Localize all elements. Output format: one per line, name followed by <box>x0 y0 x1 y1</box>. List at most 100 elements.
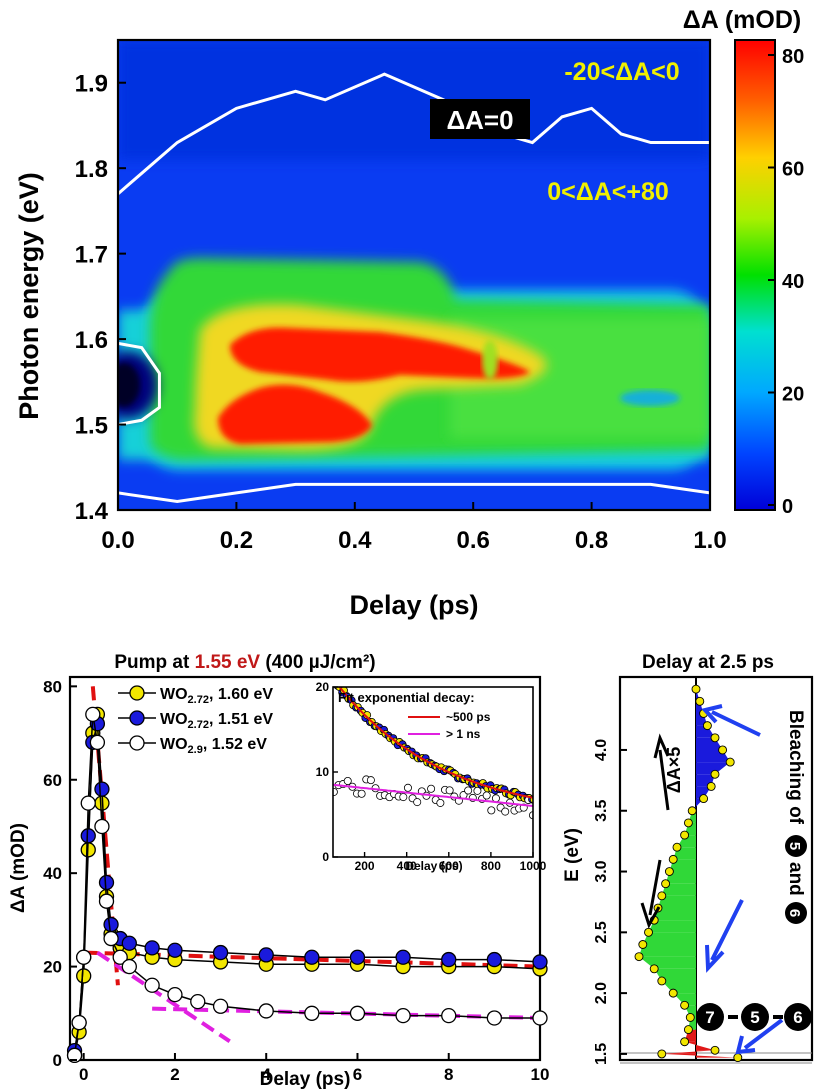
spectrum-point <box>634 952 644 962</box>
spectrum-point <box>702 721 712 731</box>
inset-legend-500ps: ~500 ps <box>446 710 491 724</box>
kinetics-x-tick-label: 2 <box>170 1065 179 1084</box>
inset-point-white <box>487 806 496 815</box>
spectrum-point <box>710 1045 720 1055</box>
seq-arrow <box>735 1018 784 1055</box>
kinetics-x-ticks: 0 2 4 6 8 10 <box>79 1053 550 1084</box>
kinetics-point-s2 <box>76 949 92 965</box>
spectrum-point <box>706 781 716 791</box>
kinetics-point-s2 <box>212 998 229 1014</box>
spectrum-fill-segment <box>673 993 696 1006</box>
zero-contour-left <box>118 341 161 427</box>
legend-suffix-0: , 1.60 eV <box>209 686 273 703</box>
kinetics-y-ticks: 0 20 40 60 80 <box>43 677 77 1070</box>
spectrum-point <box>657 976 667 986</box>
spectrum-point <box>680 1000 690 1010</box>
spectrum-fill-segment <box>684 1041 715 1051</box>
spectrum-y-tick-label: 3.5 <box>593 800 610 822</box>
kinetics-point-s2 <box>532 1010 548 1026</box>
kinetics-point-s1 <box>349 949 366 965</box>
kinetics-point-s1 <box>395 949 411 965</box>
inset-y-tick-label: 0 <box>322 850 329 864</box>
kinetics-x-label: Delay (ps) <box>260 1069 351 1089</box>
spectrum-point <box>733 1053 743 1063</box>
spectrum-fill-segment <box>696 786 712 799</box>
spectrum-y-ticks: 1.5 2.0 2.5 3.0 3.5 4.0 <box>593 739 627 1065</box>
spectrum-point <box>683 1025 693 1035</box>
heatmap-panel: 0.0 0.2 0.4 0.6 0.8 1.0 1.4 1.5 1.6 1.7 1.8 1.9 De… <box>14 6 804 620</box>
inset-point-white <box>413 798 422 807</box>
seq-circle-5 <box>741 1003 769 1031</box>
spectrum-data-points <box>634 684 743 1063</box>
heatmap-x-tick-label: 0.8 <box>575 527 608 554</box>
kinetics-point-s1 <box>121 935 137 951</box>
inset-fit-1ns <box>333 783 533 807</box>
inset-title: Fit exponential decay: <box>338 690 475 705</box>
spectrum-point <box>638 940 648 949</box>
spectrum-point <box>680 1037 690 1047</box>
spectrum-point <box>710 733 720 743</box>
spectrum-fill-segment <box>661 883 696 896</box>
zero-contour-lower <box>118 482 710 503</box>
annotation-zero: ΔA=0 <box>446 105 513 135</box>
kinetics-point-s2 <box>304 1005 320 1021</box>
spectrum-y-tick-label: 2.5 <box>593 921 610 943</box>
title-part-fluence: (400 µJ/cm²) <box>260 652 376 673</box>
spectrum-point <box>710 769 720 779</box>
inset-point-white <box>333 787 338 796</box>
inset-point-white <box>445 786 454 795</box>
spectrum-fill-segment <box>665 871 696 884</box>
spectrum-fill-segment <box>661 1050 715 1054</box>
spectrum-point <box>695 696 705 706</box>
spectrum-fill-segment <box>696 725 715 738</box>
kinetics-point-s2 <box>94 818 110 835</box>
heatmap-y-label: Photon energy (eV) <box>14 172 44 420</box>
kinetics-point-s2 <box>85 706 101 723</box>
heatmap-y-ticks: 1.4 1.5 1.6 1.7 1.8 1.9 <box>75 71 126 525</box>
kinetics-point-s1 <box>98 874 115 891</box>
bleach-arrow-lower <box>705 899 744 973</box>
seq-circle-7 <box>696 1003 724 1031</box>
heatmap-y-tick-label: 1.5 <box>75 413 108 440</box>
colorbar-tick-label: 60 <box>782 159 804 181</box>
annotation-negative: -20<ΔA<0 <box>564 58 679 86</box>
seq-circle-6 <box>784 1003 812 1031</box>
inset-point-white <box>366 776 375 785</box>
spectrum-panel: Delay at 2.5 ps 1.5 2.0 2.5 3.0 3.5 4.0 E (eV… <box>562 652 814 1065</box>
spectrum-point <box>664 867 674 876</box>
kinetics-point-s1 <box>441 951 457 968</box>
kinetics-point-s2 <box>103 930 119 947</box>
heatmap-y-tick-label: 1.7 <box>75 242 108 269</box>
spectrum-point <box>687 806 697 816</box>
legend-subscript-2: 2.9 <box>188 744 203 756</box>
colorbar-ticks: 0 20 40 60 80 <box>768 46 804 518</box>
sequence-annotation: 7 5 6 <box>696 1003 812 1031</box>
inset-point-white <box>529 811 533 820</box>
kinetics-point-s1 <box>212 944 229 961</box>
heatmap-x-label: Delay (ps) <box>349 590 478 620</box>
kinetics-point-s2 <box>349 1005 366 1021</box>
scale-arrow-down <box>640 859 662 929</box>
bleach-num-b: 6 <box>786 909 803 917</box>
spectrum-point <box>668 988 678 998</box>
spectrum-point <box>691 684 701 694</box>
kinetics-point-s2 <box>71 1014 87 1031</box>
kinetics-x-tick-label: 6 <box>353 1065 362 1084</box>
kinetics-fit-line-1 <box>83 950 541 969</box>
inset-fit-500ps <box>338 687 533 799</box>
spectrum-point <box>683 818 693 828</box>
inset-point-white <box>403 783 412 792</box>
inset-x-tick-label: 200 <box>355 859 375 873</box>
kinetics-point-s2 <box>144 977 160 993</box>
seq-dash-1 <box>728 1015 738 1019</box>
inset-x-tick-label: 600 <box>439 859 459 873</box>
heatmap-y-tick-label: 1.6 <box>75 327 108 354</box>
spectrum-fill-segment <box>654 908 696 921</box>
colorbar-tick-label: 0 <box>782 496 793 518</box>
bleach-arrow-upper <box>701 704 761 737</box>
spectrum-point <box>657 891 667 901</box>
bleaching-and: and <box>785 862 806 896</box>
kinetics-x-tick-label: 10 <box>531 1065 550 1084</box>
heatmap-frame <box>116 38 712 512</box>
kinetics-y-tick-label: 60 <box>43 771 62 790</box>
